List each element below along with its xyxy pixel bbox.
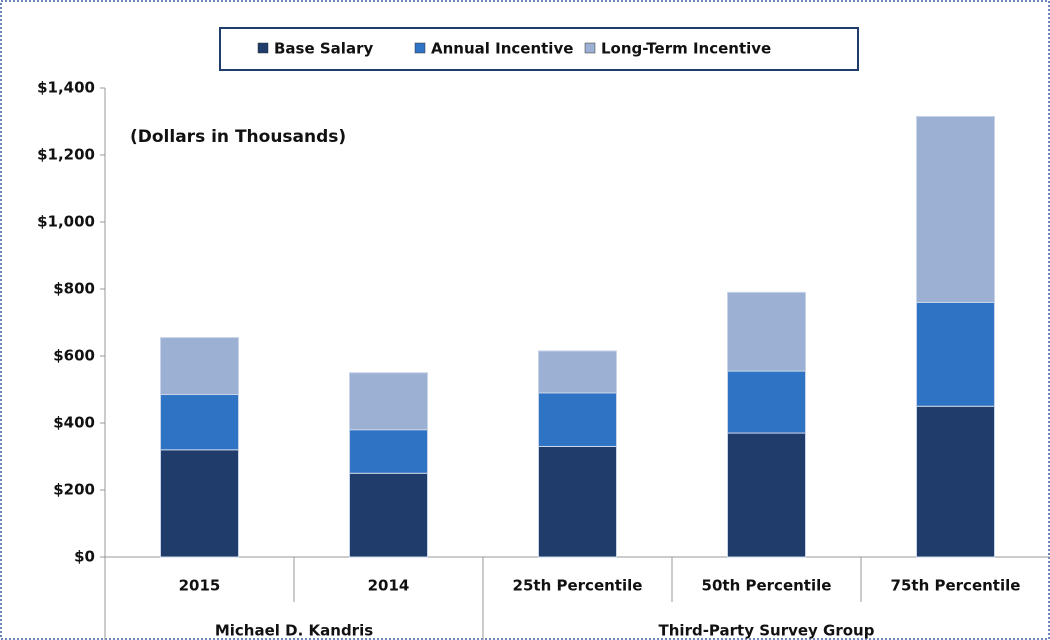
bar-segment	[349, 472, 428, 558]
bar-segment	[160, 449, 239, 558]
y-tick-label: $1,000	[37, 213, 95, 231]
bar-segment	[727, 432, 806, 558]
y-tick-label: $1,400	[37, 79, 95, 97]
bar-segment	[349, 372, 428, 431]
y-tick-label: $0	[74, 548, 95, 566]
legend-label: Annual Incentive	[431, 40, 573, 58]
legend-swatch	[584, 42, 596, 54]
bar-segment	[916, 115, 995, 303]
x-tick-label: 25th Percentile	[513, 577, 643, 595]
x-tick-label: 2015	[179, 577, 221, 595]
group-label: Michael D. Kandris	[215, 622, 373, 640]
y-tick-label: $1,200	[37, 146, 95, 164]
legend-box	[219, 27, 859, 71]
x-tick-label: 2014	[368, 577, 410, 595]
y-tick-label: $200	[53, 481, 95, 499]
y-tick-label: $600	[53, 347, 95, 365]
bar-segment	[916, 405, 995, 558]
group-label: Third-Party Survey Group	[659, 622, 875, 640]
bar-segment	[349, 429, 428, 474]
legend-label: Long-Term Incentive	[601, 40, 771, 58]
legend-swatch	[414, 42, 426, 54]
bar-segment	[160, 337, 239, 396]
x-tick-label: 75th Percentile	[891, 577, 1021, 595]
bar-segment	[916, 301, 995, 407]
bar-segment	[538, 392, 617, 447]
x-tick-label: 50th Percentile	[702, 577, 832, 595]
legend-swatch	[257, 42, 269, 54]
y-tick-label: $400	[53, 414, 95, 432]
annotation: (Dollars in Thousands)	[130, 127, 346, 147]
bar-segment	[160, 394, 239, 451]
legend-label: Base Salary	[274, 40, 373, 58]
bar-segment	[538, 350, 617, 394]
bar-segment	[727, 370, 806, 434]
y-tick-label: $800	[53, 280, 95, 298]
bar-segment	[727, 291, 806, 372]
bar-segment	[538, 445, 617, 558]
